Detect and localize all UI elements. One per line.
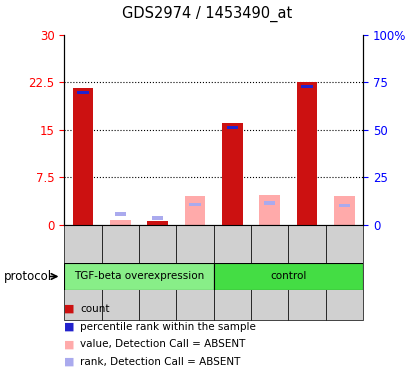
Bar — [288, 225, 326, 320]
Bar — [251, 225, 288, 320]
Text: protocol: protocol — [4, 270, 52, 283]
Bar — [176, 225, 214, 320]
Bar — [339, 204, 350, 207]
Text: ■: ■ — [64, 339, 75, 349]
Bar — [139, 225, 176, 320]
Bar — [73, 88, 93, 225]
Bar — [152, 216, 164, 220]
Bar — [110, 220, 131, 225]
Bar — [185, 196, 205, 225]
Text: control: control — [270, 271, 307, 281]
Bar — [334, 196, 355, 225]
Bar — [264, 201, 276, 205]
Text: TGF-beta overexpression: TGF-beta overexpression — [74, 271, 204, 281]
Bar — [301, 84, 313, 88]
Bar — [64, 263, 214, 290]
Text: rank, Detection Call = ABSENT: rank, Detection Call = ABSENT — [80, 357, 240, 367]
Text: percentile rank within the sample: percentile rank within the sample — [80, 322, 256, 332]
Bar — [227, 126, 238, 129]
Bar — [147, 222, 168, 225]
Bar — [77, 91, 89, 94]
Text: value, Detection Call = ABSENT: value, Detection Call = ABSENT — [80, 339, 245, 349]
Bar — [297, 82, 317, 225]
Bar — [214, 225, 251, 320]
Bar — [189, 203, 201, 207]
Bar — [102, 225, 139, 320]
Text: ■: ■ — [64, 322, 75, 332]
Bar — [259, 195, 280, 225]
Bar — [147, 222, 168, 225]
Text: count: count — [80, 304, 110, 314]
Bar — [326, 225, 363, 320]
Text: ■: ■ — [64, 304, 75, 314]
Text: GDS2974 / 1453490_at: GDS2974 / 1453490_at — [122, 6, 293, 22]
Bar — [214, 263, 363, 290]
Bar — [115, 212, 126, 216]
Bar — [222, 123, 243, 225]
Bar — [64, 225, 102, 320]
Text: ■: ■ — [64, 357, 75, 367]
